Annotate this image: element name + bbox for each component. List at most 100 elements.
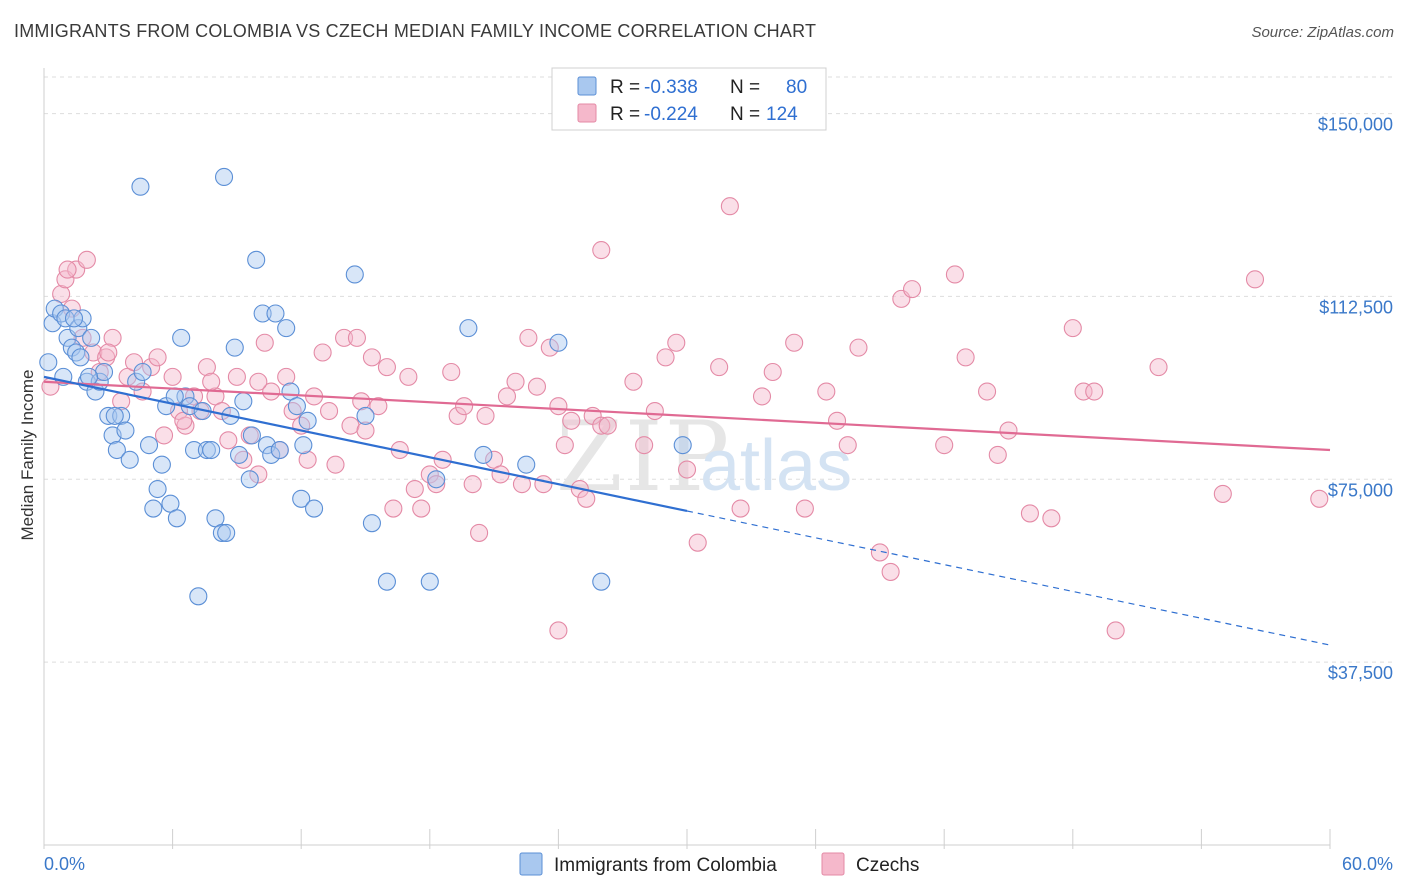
point-czechs bbox=[1020, 504, 1039, 523]
point-czechs bbox=[945, 265, 964, 284]
point-czechs bbox=[763, 362, 782, 382]
y-tick-label: $37,500 bbox=[1328, 663, 1393, 683]
trend-line-czechs bbox=[43, 380, 1331, 452]
point-colombia bbox=[242, 426, 261, 445]
legend-n-value-2: 124 bbox=[766, 104, 798, 125]
point-czechs bbox=[549, 397, 568, 416]
point-czechs bbox=[470, 523, 489, 542]
legend-bottom-label-colombia: Immigrants from Colombia bbox=[554, 855, 777, 876]
point-czechs bbox=[255, 333, 274, 352]
point-colombia bbox=[202, 440, 221, 460]
point-colombia bbox=[356, 406, 375, 425]
point-czechs bbox=[1106, 621, 1125, 640]
point-czechs bbox=[935, 436, 954, 455]
point-czechs bbox=[249, 372, 268, 391]
point-colombia bbox=[517, 455, 536, 474]
legend-swatch-czechs bbox=[577, 103, 597, 123]
legend-bottom-swatch-czechs bbox=[821, 852, 845, 876]
point-czechs bbox=[838, 436, 857, 455]
point-czechs bbox=[356, 421, 375, 440]
point-colombia bbox=[131, 177, 150, 196]
point-colombia bbox=[253, 304, 272, 323]
point-czechs bbox=[688, 533, 707, 552]
legend-r-value-2: -0.224 bbox=[644, 104, 698, 125]
point-czechs bbox=[227, 367, 246, 386]
point-czechs bbox=[562, 411, 581, 430]
point-czechs bbox=[785, 333, 804, 352]
point-czechs bbox=[1310, 489, 1329, 508]
point-czechs bbox=[326, 455, 345, 474]
point-czechs bbox=[377, 358, 396, 377]
point-colombia bbox=[549, 333, 568, 352]
point-czechs bbox=[527, 377, 547, 396]
legend-n-value-1: 80 bbox=[786, 77, 807, 98]
point-czechs bbox=[849, 338, 868, 357]
point-czechs bbox=[870, 543, 889, 562]
point-colombia bbox=[212, 523, 231, 542]
point-colombia bbox=[229, 445, 249, 464]
point-colombia bbox=[305, 499, 324, 518]
point-czechs bbox=[163, 367, 182, 386]
legend-bottom: Immigrants from Colombia Czechs bbox=[519, 852, 919, 876]
chart-title: IMMIGRANTS FROM COLOMBIA VS CZECH MEDIAN… bbox=[14, 21, 817, 41]
point-czechs bbox=[335, 328, 354, 347]
point-czechs bbox=[645, 401, 664, 421]
point-colombia bbox=[292, 489, 311, 508]
point-czechs bbox=[298, 450, 317, 469]
point-colombia bbox=[133, 362, 152, 382]
point-czechs bbox=[77, 250, 96, 269]
point-colombia bbox=[298, 411, 317, 430]
point-colombia bbox=[112, 406, 131, 425]
trend-layer bbox=[43, 375, 1331, 646]
point-colombia bbox=[217, 523, 236, 542]
point-colombia bbox=[189, 587, 208, 606]
point-czechs bbox=[519, 328, 538, 347]
point-czechs bbox=[103, 328, 122, 347]
legend-r-label-2: R = bbox=[610, 104, 640, 125]
point-czechs bbox=[988, 445, 1007, 464]
point-colombia bbox=[377, 572, 396, 591]
legend-top: R = -0.338 N = 80 R = -0.224 N = 124 bbox=[551, 67, 827, 131]
point-czechs bbox=[710, 358, 729, 377]
point-czechs bbox=[399, 367, 418, 386]
point-colombia bbox=[420, 572, 439, 591]
point-colombia bbox=[197, 440, 216, 460]
point-colombia bbox=[99, 406, 118, 425]
point-czechs bbox=[99, 343, 118, 362]
watermark-atlas: atlas bbox=[700, 426, 852, 506]
point-czechs bbox=[1042, 509, 1061, 528]
point-colombia bbox=[287, 397, 306, 416]
point-colombia bbox=[214, 167, 234, 187]
point-czechs bbox=[752, 387, 772, 406]
point-colombia bbox=[345, 265, 364, 284]
point-czechs bbox=[249, 465, 268, 484]
point-colombia bbox=[270, 440, 289, 460]
point-czechs bbox=[667, 333, 686, 352]
point-colombia bbox=[105, 406, 124, 425]
point-czechs bbox=[902, 280, 922, 299]
point-czechs bbox=[598, 416, 617, 435]
point-colombia bbox=[82, 328, 101, 347]
point-colombia bbox=[64, 309, 84, 328]
point-czechs bbox=[1245, 270, 1265, 289]
point-czechs bbox=[720, 197, 739, 216]
point-colombia bbox=[277, 319, 296, 338]
point-czechs bbox=[956, 348, 975, 367]
legend-bottom-swatch-colombia bbox=[519, 852, 543, 876]
point-czechs bbox=[677, 460, 697, 479]
point-colombia bbox=[592, 572, 611, 591]
point-czechs bbox=[142, 358, 161, 377]
point-colombia bbox=[116, 421, 135, 440]
point-czechs bbox=[577, 489, 596, 508]
axis-layer bbox=[43, 68, 1331, 849]
point-colombia bbox=[362, 514, 381, 533]
point-czechs bbox=[154, 426, 174, 445]
point-colombia bbox=[71, 348, 90, 367]
point-colombia bbox=[294, 436, 313, 455]
source-label: Source: ZipAtlas.com bbox=[1251, 24, 1394, 41]
point-czechs bbox=[881, 562, 900, 581]
point-czechs bbox=[827, 411, 847, 430]
point-czechs bbox=[58, 260, 77, 279]
point-colombia bbox=[139, 436, 159, 455]
point-czechs bbox=[1085, 382, 1104, 401]
